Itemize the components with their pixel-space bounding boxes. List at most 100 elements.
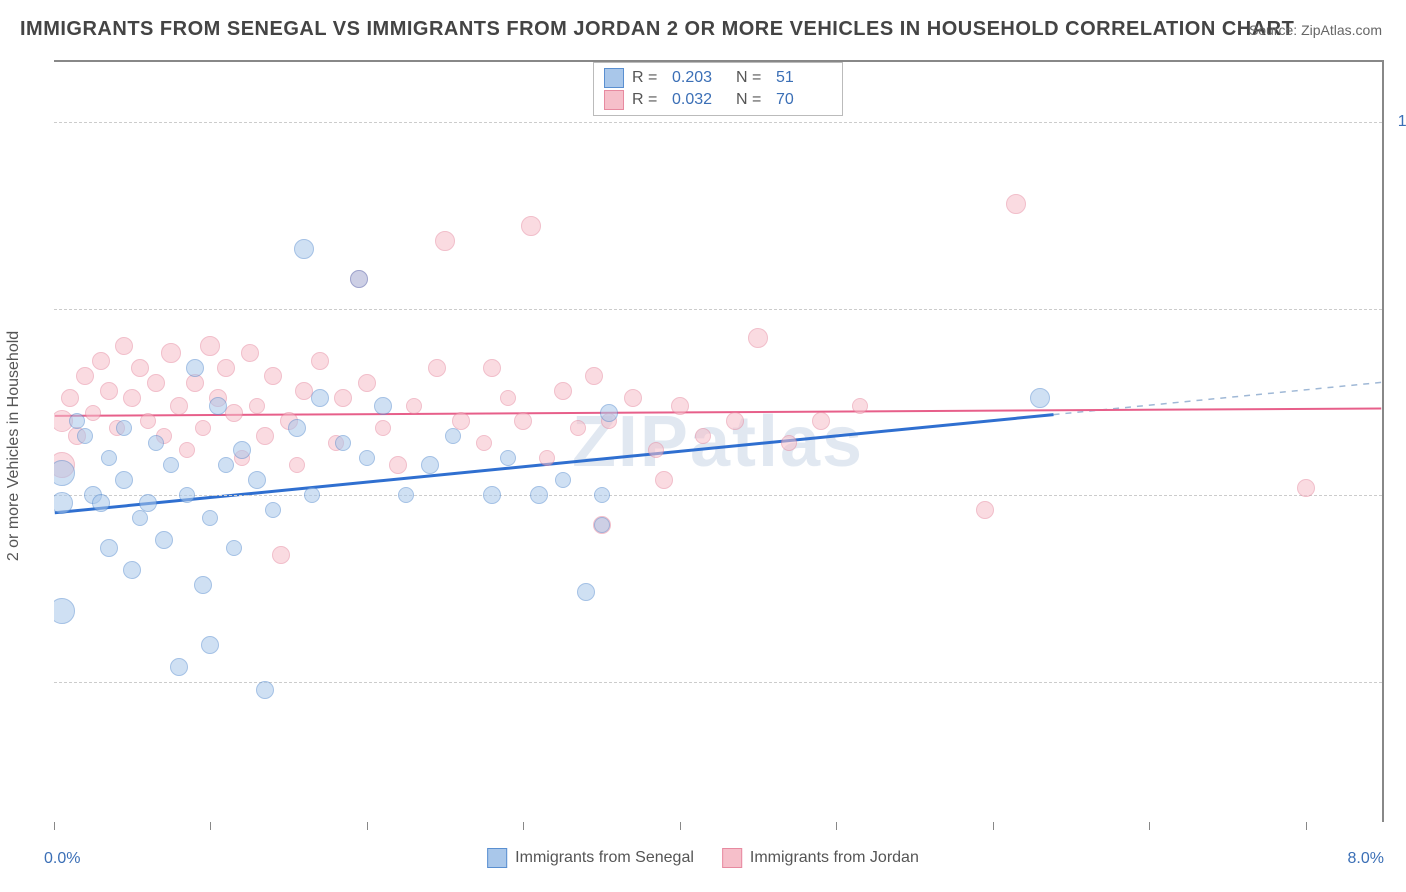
source-label: Source: ZipAtlas.com	[1249, 22, 1382, 38]
data-point-senegal	[256, 681, 274, 699]
gridline	[54, 122, 1382, 123]
data-point-jordan	[435, 231, 455, 251]
data-point-jordan	[225, 404, 243, 422]
data-point-jordan	[100, 382, 118, 400]
data-point-jordan	[375, 420, 391, 436]
plot-inner: ZIPatlas	[54, 62, 1382, 822]
data-point-jordan	[1006, 194, 1026, 214]
data-point-jordan	[748, 328, 768, 348]
data-point-senegal	[421, 456, 439, 474]
x-tick	[367, 822, 368, 830]
data-point-jordan	[483, 359, 501, 377]
data-point-jordan	[976, 501, 994, 519]
data-point-senegal	[69, 413, 85, 429]
r-value-jordan: 0.032	[672, 91, 728, 109]
x-tick	[1306, 822, 1307, 830]
data-point-senegal	[148, 435, 164, 451]
data-point-jordan	[570, 420, 586, 436]
data-point-jordan	[241, 344, 259, 362]
correlation-legend: R = 0.203 N = 51 R = 0.032 N = 70	[593, 62, 843, 116]
data-point-senegal	[398, 487, 414, 503]
data-point-jordan	[76, 367, 94, 385]
data-point-senegal	[311, 389, 329, 407]
x-tick	[54, 822, 55, 830]
data-point-senegal	[163, 457, 179, 473]
data-point-senegal	[483, 486, 501, 504]
series-legend: Immigrants from Senegal Immigrants from …	[487, 848, 919, 868]
swatch-jordan-icon	[722, 848, 742, 868]
data-point-jordan	[200, 336, 220, 356]
legend-row-jordan: R = 0.032 N = 70	[604, 89, 832, 111]
series-label-jordan: Immigrants from Jordan	[750, 849, 919, 867]
data-point-jordan	[655, 471, 673, 489]
data-point-senegal	[186, 359, 204, 377]
data-point-jordan	[358, 374, 376, 392]
data-point-senegal	[445, 428, 461, 444]
data-point-jordan	[264, 367, 282, 385]
chart-title: IMMIGRANTS FROM SENEGAL VS IMMIGRANTS FR…	[20, 18, 1294, 41]
y-tick-label: 50.0%	[1392, 486, 1406, 504]
data-point-jordan	[123, 389, 141, 407]
data-point-senegal	[101, 450, 117, 466]
data-point-senegal	[218, 457, 234, 473]
data-point-jordan	[648, 442, 664, 458]
data-point-senegal	[115, 471, 133, 489]
y-tick-label: 100.0%	[1392, 113, 1406, 131]
data-point-jordan	[695, 428, 711, 444]
data-point-senegal	[170, 658, 188, 676]
x-tick	[523, 822, 524, 830]
data-point-jordan	[217, 359, 235, 377]
legend-row-senegal: R = 0.203 N = 51	[604, 67, 832, 89]
data-point-jordan	[476, 435, 492, 451]
y-axis-label: 2 or more Vehicles in Household	[5, 331, 23, 561]
data-point-jordan	[140, 413, 156, 429]
data-point-senegal	[265, 502, 281, 518]
data-point-senegal	[248, 471, 266, 489]
data-point-jordan	[428, 359, 446, 377]
y-tick-label: 25.0%	[1392, 673, 1406, 691]
data-point-jordan	[585, 367, 603, 385]
data-point-jordan	[147, 374, 165, 392]
data-point-senegal	[288, 419, 306, 437]
data-point-jordan	[406, 398, 422, 414]
x-axis-max-label: 8.0%	[1348, 850, 1384, 868]
legend-item-senegal: Immigrants from Senegal	[487, 848, 694, 868]
data-point-jordan	[539, 450, 555, 466]
data-point-senegal	[201, 636, 219, 654]
n-value-jordan: 70	[776, 91, 832, 109]
data-point-senegal	[139, 494, 157, 512]
swatch-jordan-icon	[604, 90, 624, 110]
data-point-senegal	[179, 487, 195, 503]
data-point-jordan	[115, 337, 133, 355]
data-point-jordan	[272, 546, 290, 564]
data-point-senegal	[500, 450, 516, 466]
data-point-jordan	[256, 427, 274, 445]
data-point-jordan	[61, 389, 79, 407]
gridline	[54, 309, 1382, 310]
data-point-senegal	[132, 510, 148, 526]
data-point-jordan	[179, 442, 195, 458]
data-point-senegal	[194, 576, 212, 594]
data-point-senegal	[600, 404, 618, 422]
data-point-jordan	[852, 398, 868, 414]
data-point-jordan	[554, 382, 572, 400]
data-point-jordan	[781, 435, 797, 451]
data-point-senegal	[577, 583, 595, 601]
gridline	[54, 495, 1382, 496]
data-point-senegal	[594, 487, 610, 503]
r-label: R =	[632, 69, 664, 87]
x-tick	[210, 822, 211, 830]
data-point-senegal	[77, 428, 93, 444]
swatch-senegal-icon	[604, 68, 624, 88]
data-point-senegal	[530, 486, 548, 504]
n-label: N =	[736, 91, 768, 109]
data-point-senegal	[359, 450, 375, 466]
data-point-jordan	[289, 457, 305, 473]
data-point-jordan	[131, 359, 149, 377]
data-point-jordan	[514, 412, 532, 430]
data-point-jordan	[195, 420, 211, 436]
data-point-jordan	[812, 412, 830, 430]
data-point-jordan	[726, 412, 744, 430]
r-label: R =	[632, 91, 664, 109]
data-point-senegal	[202, 510, 218, 526]
